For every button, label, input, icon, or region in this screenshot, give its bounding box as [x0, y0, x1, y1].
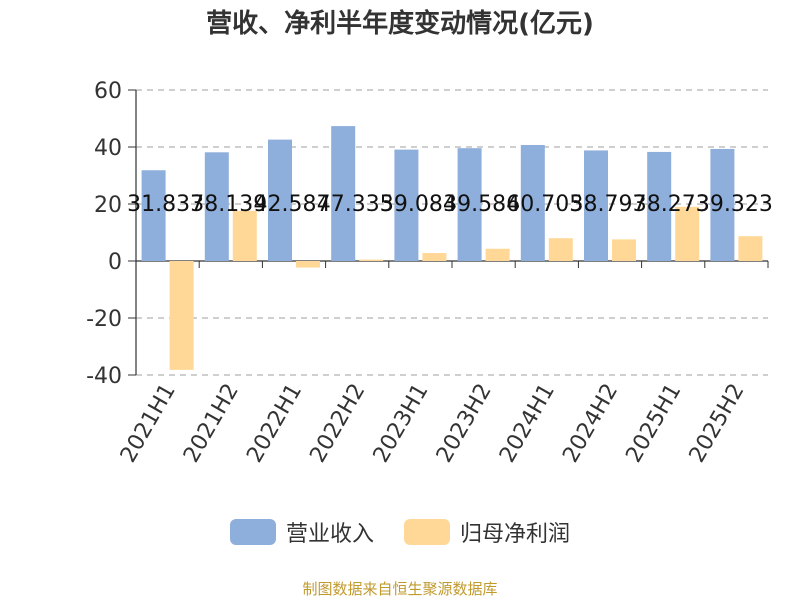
- legend-label-net-profit: 归母净利润: [460, 522, 571, 547]
- data-label-revenue: 40.705: [506, 192, 583, 217]
- bar-net-profit: [738, 236, 763, 261]
- bar-revenue: [331, 126, 356, 262]
- data-label-revenue: 42.587: [254, 192, 331, 217]
- x-tick-label: 2024H2: [558, 380, 623, 467]
- data-label-revenue: 39.323: [696, 192, 773, 217]
- x-tick-label: 2023H2: [432, 379, 497, 466]
- bar-net-profit: [485, 248, 510, 261]
- bar-revenue: [394, 149, 419, 261]
- chart-title: 营收、净利半年度变动情况(亿元): [206, 9, 594, 39]
- source-note: 制图数据来自恒生聚源数据库: [302, 580, 498, 598]
- x-tick-label: 2021H2: [179, 380, 244, 467]
- data-label-revenue: 47.335: [317, 192, 394, 217]
- y-tick-label: 40: [94, 136, 122, 161]
- y-tick-label: -20: [86, 307, 122, 332]
- bar-revenue: [584, 150, 608, 261]
- y-tick-label: 60: [94, 79, 122, 104]
- y-tick-label: 0: [108, 250, 122, 275]
- x-tick-label: 2023H1: [369, 380, 434, 467]
- data-label-revenue: 31.837: [127, 192, 204, 217]
- bar-revenue: [520, 144, 545, 261]
- bar-revenue: [204, 152, 229, 261]
- bar-chart: -40-2002040602021H12021H22022H12022H2202…: [86, 79, 773, 467]
- y-tick-label: -40: [86, 364, 122, 389]
- bar-net-profit: [359, 259, 384, 261]
- legend-swatch-revenue: [229, 519, 276, 545]
- bar-net-profit: [548, 238, 573, 261]
- legend: 营业收入 归母净利润: [0, 516, 800, 548]
- x-tick-label: 2025H1: [621, 380, 686, 467]
- bar-revenue: [710, 148, 735, 261]
- data-label-revenue: 38.797: [570, 192, 647, 217]
- data-label-revenue: 38.139: [190, 192, 267, 217]
- legend-swatch-net-profit: [404, 519, 450, 545]
- bar-net-profit: [232, 210, 257, 261]
- bar-net-profit: [675, 206, 700, 261]
- data-label-revenue: 39.084: [380, 192, 457, 217]
- data-label-revenue: 39.586: [443, 192, 520, 217]
- bar-revenue: [457, 148, 482, 261]
- bar-net-profit: [169, 261, 194, 370]
- legend-item-net-profit[interactable]: 归母净利润: [404, 516, 570, 548]
- y-tick-label: 20: [94, 193, 122, 218]
- bar-revenue: [647, 151, 672, 261]
- bars: [141, 126, 763, 370]
- bar-revenue: [268, 139, 292, 261]
- legend-label-revenue: 营业收入: [285, 522, 374, 547]
- x-tick-label: 2021H1: [116, 380, 181, 467]
- legend-item-revenue[interactable]: 营业收入: [229, 516, 374, 548]
- x-tick-label: 2025H2: [685, 380, 750, 467]
- data-label-revenue: 38.273: [633, 192, 710, 217]
- bar-revenue: [141, 170, 166, 261]
- x-tick-label: 2022H2: [305, 380, 370, 467]
- grid-lines: [136, 89, 768, 376]
- data-labels: 31.83738.13942.58747.33539.08439.58640.7…: [127, 192, 773, 217]
- x-tick-label: 2022H1: [242, 380, 307, 467]
- x-tick-label: 2024H1: [495, 380, 560, 467]
- bar-net-profit: [612, 239, 636, 261]
- bar-net-profit: [422, 253, 447, 261]
- bar-net-profit: [296, 261, 320, 268]
